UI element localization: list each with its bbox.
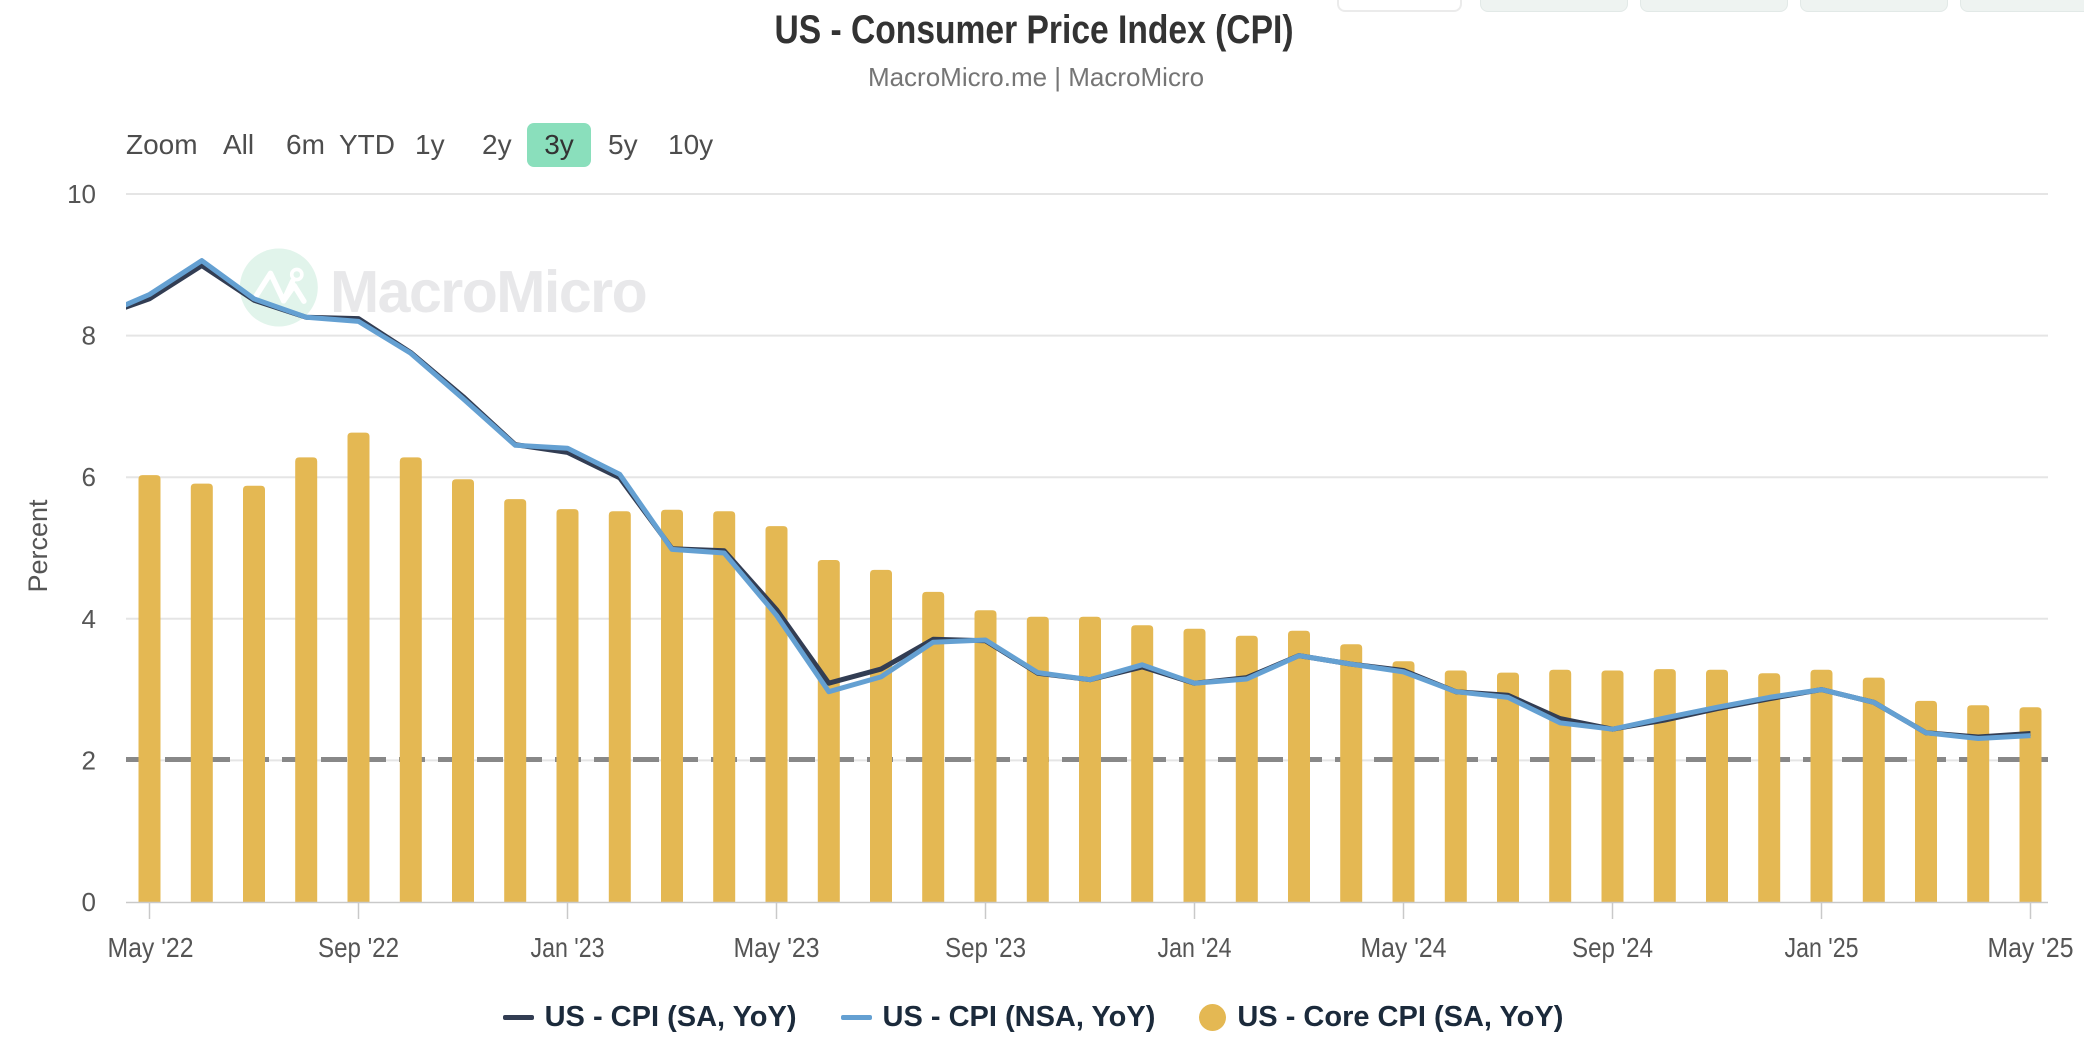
- svg-text:0: 0: [82, 887, 96, 917]
- svg-text:Jan '23: Jan '23: [531, 932, 605, 963]
- svg-text:Sep '22: Sep '22: [318, 932, 399, 963]
- svg-text:10: 10: [67, 179, 96, 209]
- svg-text:Jan '24: Jan '24: [1158, 932, 1232, 963]
- svg-text:May '23: May '23: [734, 932, 820, 963]
- svg-text:May '25: May '25: [1988, 932, 2074, 963]
- svg-text:Jan '25: Jan '25: [1785, 932, 1859, 963]
- svg-text:May '22: May '22: [108, 932, 194, 963]
- svg-text:Sep '23: Sep '23: [945, 932, 1026, 963]
- svg-text:MacroMicro: MacroMicro: [330, 259, 646, 325]
- svg-text:8: 8: [82, 321, 96, 351]
- svg-text:May '24: May '24: [1361, 932, 1447, 963]
- svg-text:2: 2: [82, 745, 96, 775]
- svg-text:Percent: Percent: [23, 499, 53, 593]
- svg-text:Sep '24: Sep '24: [1572, 932, 1653, 963]
- svg-text:6: 6: [82, 462, 96, 492]
- svg-text:4: 4: [82, 604, 96, 634]
